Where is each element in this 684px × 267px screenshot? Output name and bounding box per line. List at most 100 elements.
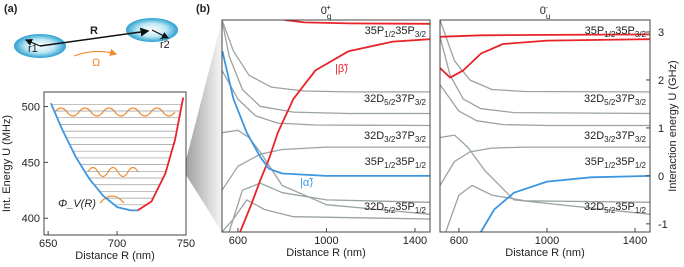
label-part: 1/2 xyxy=(415,161,427,170)
label-part: 1/2 xyxy=(604,30,616,39)
title-part: 0 xyxy=(540,5,546,17)
label-part: 3/2 xyxy=(635,135,647,144)
curve xyxy=(480,175,650,232)
state-label: |α̃⟩ xyxy=(300,177,314,189)
chart-title: 0u- xyxy=(540,3,551,21)
x-tick-label: 700 xyxy=(108,238,126,250)
label-part: 37P xyxy=(615,93,635,105)
label-part: 32D xyxy=(364,201,384,213)
label-part: 1/2 xyxy=(635,206,647,215)
label-part: 35P xyxy=(615,201,635,213)
y-tick-label: 0 xyxy=(658,171,664,183)
x-tick-label: 1400 xyxy=(623,235,647,247)
x-tick-label: 600 xyxy=(450,235,468,247)
label-part: 5/2 xyxy=(604,206,616,215)
y-tick-label: 500 xyxy=(22,102,40,114)
plot xyxy=(222,20,430,232)
label-part: 35P xyxy=(585,25,605,37)
asymptote-label: 32D5/237P3/2 xyxy=(584,93,647,107)
label-part: 35P xyxy=(615,25,635,37)
asymptote-label: 35P1/235P1/2 xyxy=(365,156,427,170)
label-part: 3/2 xyxy=(415,98,427,107)
curve xyxy=(440,84,650,127)
state-label: |β̃⟩ xyxy=(335,63,348,75)
plot-frame xyxy=(439,19,651,233)
x-axis-label: Distance R (nm) xyxy=(286,247,365,259)
panel-label: (b) xyxy=(196,3,210,15)
label-part: 32D xyxy=(584,93,604,105)
x-tick-label: 750 xyxy=(177,238,195,250)
plot-frame xyxy=(43,91,187,236)
title-part: - xyxy=(545,3,548,12)
x-tick-label: 1400 xyxy=(403,235,427,247)
curve xyxy=(222,50,430,177)
x-axis-label: Distance R (nm) xyxy=(75,250,154,262)
label-part: 1/2 xyxy=(384,161,396,170)
label-part: 32D xyxy=(364,130,384,142)
curve xyxy=(222,70,430,127)
label-part: 3/2 xyxy=(635,98,647,107)
label-part: 35P xyxy=(395,156,415,168)
asymptote-label: 32D3/237P3/2 xyxy=(364,130,427,144)
title-part: + xyxy=(326,3,331,12)
zoom-wedge xyxy=(186,20,222,232)
label-part: 35P xyxy=(365,25,385,37)
curve xyxy=(50,102,138,212)
label-part: 3/2 xyxy=(635,30,647,39)
asymptote-label: 35P1/235P3/2 xyxy=(585,25,647,39)
label-part: 32D xyxy=(584,130,604,142)
annotation: Φ_V(R) xyxy=(58,198,96,210)
arrow xyxy=(73,48,118,57)
label-part: 1/2 xyxy=(415,206,427,215)
label-part: 35P xyxy=(395,201,415,213)
curve xyxy=(440,20,650,93)
curve xyxy=(222,199,430,232)
label-part: 1/2 xyxy=(384,30,396,39)
curve xyxy=(440,36,650,115)
arrow xyxy=(151,29,170,39)
curve xyxy=(222,129,430,215)
x-tick-label: 1000 xyxy=(535,235,559,247)
wavefunction xyxy=(54,107,176,117)
chart-title: 0g+ xyxy=(321,3,332,21)
asymptote-label: 32D5/237P3/2 xyxy=(364,93,427,107)
y-tick-label: 450 xyxy=(22,157,40,169)
label-part: 37P xyxy=(395,130,415,142)
y-axis-label: Int. Energy U (MHz) xyxy=(1,115,13,212)
label: R xyxy=(90,25,98,37)
wavefunction xyxy=(99,195,125,204)
curve xyxy=(222,20,430,115)
curve xyxy=(440,38,650,79)
curve xyxy=(445,184,650,232)
label-part: 1/2 xyxy=(635,161,647,170)
y-axis-label: Interaction energy U (GHz) xyxy=(667,60,679,191)
label-part: 5/2 xyxy=(604,98,616,107)
label-part: 37P xyxy=(395,93,415,105)
label-part: 37P xyxy=(615,130,635,142)
x-tick-label: 1000 xyxy=(314,235,338,247)
x-tick-label: 600 xyxy=(229,235,247,247)
y-tick-label: -1 xyxy=(658,219,668,231)
x-tick-label: 650 xyxy=(39,238,57,250)
y-tick-label: 400 xyxy=(22,213,40,225)
y-tick-label: 3 xyxy=(658,27,664,39)
panel-label: (a) xyxy=(4,3,18,15)
label-part: 3/2 xyxy=(415,135,427,144)
label-part: 32D xyxy=(584,201,604,213)
label-part: 1/2 xyxy=(604,161,616,170)
curve xyxy=(440,134,650,215)
asymptote-label: 32D3/237P3/2 xyxy=(584,130,647,144)
asymptote-label: 32D5/235P1/2 xyxy=(584,201,647,215)
label-part: 3/2 xyxy=(604,135,616,144)
title-part: 0 xyxy=(321,5,327,17)
x-axis-label: Distance R (nm) xyxy=(505,247,584,259)
title-part: g xyxy=(327,12,331,21)
label: r̂2 xyxy=(159,37,169,51)
plot xyxy=(440,20,650,232)
curve xyxy=(222,146,430,191)
curve xyxy=(228,182,430,232)
curve xyxy=(239,38,430,232)
asymptote-label: 35P1/235P3/2 xyxy=(365,25,427,39)
label-part: 5/2 xyxy=(384,206,396,215)
